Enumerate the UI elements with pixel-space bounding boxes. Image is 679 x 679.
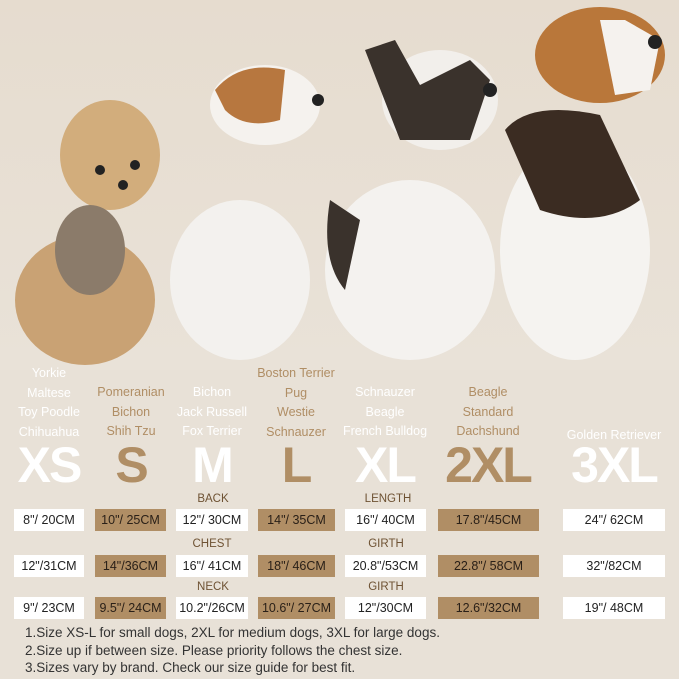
breed-name: Yorkie	[31, 366, 67, 380]
size-s: S	[115, 437, 148, 493]
size-notes: 1.Size XS-L for small dogs, 2XL for medi…	[25, 624, 440, 677]
breed-list-2xl: Beagle Standard Dachshund	[433, 383, 543, 442]
breed-name: Westie	[277, 405, 315, 419]
breed-list-3xl: Golden Retriever	[559, 426, 669, 446]
neck-label: NECK	[197, 581, 229, 593]
girth-label: GIRTH	[368, 538, 404, 550]
breed-name: Dachshund	[456, 424, 520, 438]
breed-name: Golden Retriever	[566, 428, 662, 442]
back-label: BACK	[197, 493, 229, 505]
back-measure-s: 10"/ 25CM	[95, 509, 166, 531]
neck-measure-l: 10.6"/ 27CM	[258, 597, 335, 619]
breed-name: Jack Russell	[176, 404, 248, 419]
neck-measure-xs: 9"/ 23CM	[14, 597, 84, 619]
breed-name: Chihuahua	[18, 424, 80, 439]
breed-name: Pomeranian	[97, 385, 165, 399]
breed-name: Schnauzer	[355, 385, 415, 399]
breed-name: Toy Poodle	[18, 405, 80, 419]
dogs-photo	[0, 0, 679, 370]
chest-measure-m: 16"/ 41CM	[176, 555, 248, 577]
breed-list-m: Bichon Jack Russell Fox Terrier	[157, 383, 267, 442]
chest-label: CHEST	[192, 538, 232, 550]
french-bulldog-dog	[325, 40, 498, 360]
breed-name: Beagle	[365, 404, 405, 419]
breed-list-s: Pomeranian Bichon Shih Tzu	[76, 383, 186, 442]
neck-girth-label: GIRTH	[368, 581, 404, 593]
neck-measure-2xl: 12.6"/32CM	[438, 597, 539, 619]
size-xs: XS	[17, 437, 83, 493]
neck-measure-s: 9.5"/ 24CM	[95, 597, 166, 619]
breed-name: Bichon	[111, 404, 151, 419]
breed-name: Pug	[284, 385, 308, 400]
breed-name: Beagle	[468, 385, 508, 399]
back-measure-2xl: 17.8"/45CM	[438, 509, 539, 531]
breed-name: Schnauzer	[266, 424, 326, 439]
breed-list-xs: Yorkie Maltese Toy Poodle Chihuahua	[0, 364, 104, 442]
back-measure-l: 14"/ 35CM	[258, 509, 335, 531]
chest-measure-s: 14"/36CM	[95, 555, 166, 577]
breed-name: Boston Terrier	[257, 366, 335, 380]
size-3xl: 3XL	[571, 437, 659, 493]
breed-list-xl: Schnauzer Beagle French Bulldog	[330, 383, 440, 442]
neck-measure-3xl: 19"/ 48CM	[563, 597, 665, 619]
length-label: LENGTH	[364, 493, 412, 505]
note: 3.Sizes vary by brand. Check our size gu…	[25, 660, 356, 675]
back-measure-xl: 16"/ 40CM	[345, 509, 426, 531]
breed-name: Shih Tzu	[106, 424, 156, 438]
breed-name: Fox Terrier	[182, 424, 242, 438]
beagle-dog	[500, 7, 665, 360]
neck-measure-xl: 12"/30CM	[345, 597, 426, 619]
note: 2.Size up if between size. Please priori…	[25, 642, 403, 658]
size-l: L	[281, 437, 313, 493]
size-xl: XL	[355, 437, 417, 493]
breed-name: Bichon	[192, 385, 232, 399]
breed-list-l: Boston Terrier Pug Westie Schnauzer	[241, 364, 351, 442]
back-measure-m: 12"/ 30CM	[176, 509, 248, 531]
chest-measure-l: 18"/ 46CM	[258, 555, 335, 577]
chest-measure-2xl: 22.8"/ 58CM	[438, 555, 539, 577]
jack-russell-dog	[170, 65, 324, 360]
back-measure-xs: 8"/ 20CM	[14, 509, 84, 531]
note: 1.Size XS-L for small dogs, 2XL for medi…	[25, 625, 440, 640]
breed-name: Maltese	[27, 385, 71, 400]
size-2xl: 2XL	[445, 437, 533, 493]
chest-measure-xl: 20.8"/53CM	[345, 555, 426, 577]
yorkie-dog	[15, 100, 160, 365]
neck-measure-m: 10.2"/26CM	[176, 597, 248, 619]
breed-name: French Bulldog	[342, 424, 428, 438]
back-measure-3xl: 24"/ 62CM	[563, 509, 665, 531]
breed-name: Standard	[462, 404, 514, 419]
chest-measure-3xl: 32"/82CM	[563, 555, 665, 577]
size-m: M	[192, 437, 234, 493]
chest-measure-xs: 12"/31CM	[14, 555, 84, 577]
